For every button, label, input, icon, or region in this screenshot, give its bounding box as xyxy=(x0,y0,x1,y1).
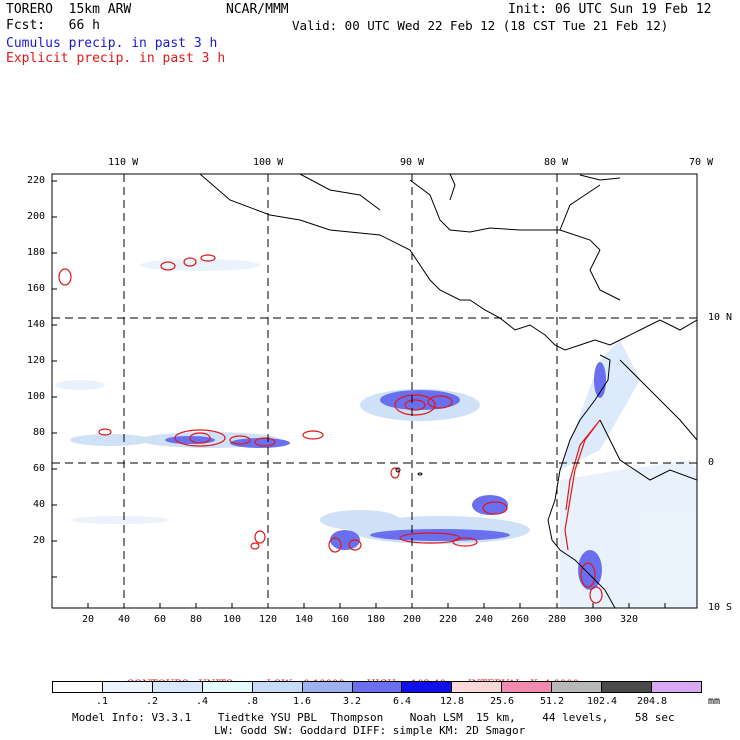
center-label: NCAR/MMM xyxy=(226,2,289,17)
x-tick: 240 xyxy=(475,614,494,625)
color-bin xyxy=(152,682,203,692)
map-frame xyxy=(51,173,698,609)
bin-label: 12.8 xyxy=(439,696,465,707)
color-bin xyxy=(452,682,503,692)
y-tick: 200 xyxy=(27,211,46,222)
lon-label: 70 W xyxy=(689,157,714,168)
bin-label: 204.8 xyxy=(636,696,668,707)
x-tick: 260 xyxy=(511,614,530,625)
y-tick: 180 xyxy=(27,247,46,258)
bin-label: .1 xyxy=(95,696,109,707)
bin-label: 25.6 xyxy=(489,696,515,707)
y-tick: 40 xyxy=(33,499,46,510)
y-tick: 80 xyxy=(33,427,46,438)
init-time: Init: 06 UTC Sun 19 Feb 12 xyxy=(508,2,712,17)
bin-label: .2 xyxy=(145,696,159,707)
bin-label: 6.4 xyxy=(392,696,412,707)
x-tick: 100 xyxy=(223,614,242,625)
lon-label: 80 W xyxy=(544,157,569,168)
y-tick: 20 xyxy=(33,535,46,546)
color-bin xyxy=(202,682,253,692)
x-tick: 200 xyxy=(403,614,422,625)
color-bin xyxy=(53,682,103,692)
bin-label: 102.4 xyxy=(586,696,618,707)
x-tick: 120 xyxy=(259,614,278,625)
model-info: Model Info: V3.3.1 Tiedtke YSU PBL Thomp… xyxy=(72,711,675,724)
y-tick: 120 xyxy=(27,355,46,366)
color-bin xyxy=(602,682,653,692)
x-tick: 280 xyxy=(548,614,567,625)
bin-label: 3.2 xyxy=(342,696,362,707)
forecast-hour: Fcst: 66 h xyxy=(6,18,100,33)
y-tick: 220 xyxy=(27,175,46,186)
x-tick: 220 xyxy=(439,614,458,625)
lon-label: 100 W xyxy=(253,157,284,168)
color-bin xyxy=(502,682,553,692)
moderate-precip-field xyxy=(165,362,606,590)
x-tick: 140 xyxy=(295,614,314,625)
x-tick: 20 xyxy=(82,614,95,625)
color-bar xyxy=(52,681,702,693)
color-bin xyxy=(302,682,353,692)
color-bin xyxy=(652,682,701,692)
model-physics: LW: Godd SW: Goddard DIFF: simple KM: 2D… xyxy=(214,724,526,737)
x-tick: 40 xyxy=(118,614,131,625)
color-bin xyxy=(352,682,403,692)
unit-label: mm xyxy=(708,696,721,707)
lat-lon-grid xyxy=(52,174,697,608)
color-bin xyxy=(402,682,453,692)
valid-time: Valid: 00 UTC Wed 22 Feb 12 (18 CST Tue … xyxy=(292,18,669,33)
tick-marks xyxy=(52,180,666,608)
lat-label: 10 N xyxy=(708,312,733,323)
coastlines xyxy=(199,174,697,608)
field1-label: Cumulus precip. in past 3 h xyxy=(6,36,218,51)
y-tick: 100 xyxy=(27,391,46,402)
color-bin xyxy=(552,682,603,692)
bin-label: 51.2 xyxy=(539,696,565,707)
x-tick: 60 xyxy=(154,614,167,625)
explicit-precip-contours xyxy=(58,254,603,604)
field2-label: Explicit precip. in past 3 h xyxy=(6,51,226,66)
x-tick: 320 xyxy=(620,614,639,625)
y-tick: 60 xyxy=(33,463,46,474)
lon-label: 110 W xyxy=(108,157,139,168)
color-bin xyxy=(252,682,303,692)
bin-label: .4 xyxy=(195,696,209,707)
lat-label: 10 S xyxy=(708,602,733,613)
x-tick: 160 xyxy=(331,614,350,625)
light-precip-field xyxy=(55,259,697,608)
color-bar-labels: .1 .2 .4 .8 1.6 3.2 6.4 12.8 25.6 51.2 1… xyxy=(0,696,740,708)
lat-label: 0 xyxy=(708,457,715,468)
bin-label: .8 xyxy=(245,696,259,707)
y-tick: 140 xyxy=(27,319,46,330)
bin-label: 1.6 xyxy=(292,696,312,707)
y-tick: 160 xyxy=(27,283,46,294)
x-tick: 180 xyxy=(367,614,386,625)
lon-label: 90 W xyxy=(400,157,425,168)
x-tick: 300 xyxy=(584,614,603,625)
model-title: TORERO 15km ARW xyxy=(6,2,132,17)
color-bin xyxy=(102,682,153,692)
x-tick: 80 xyxy=(190,614,203,625)
